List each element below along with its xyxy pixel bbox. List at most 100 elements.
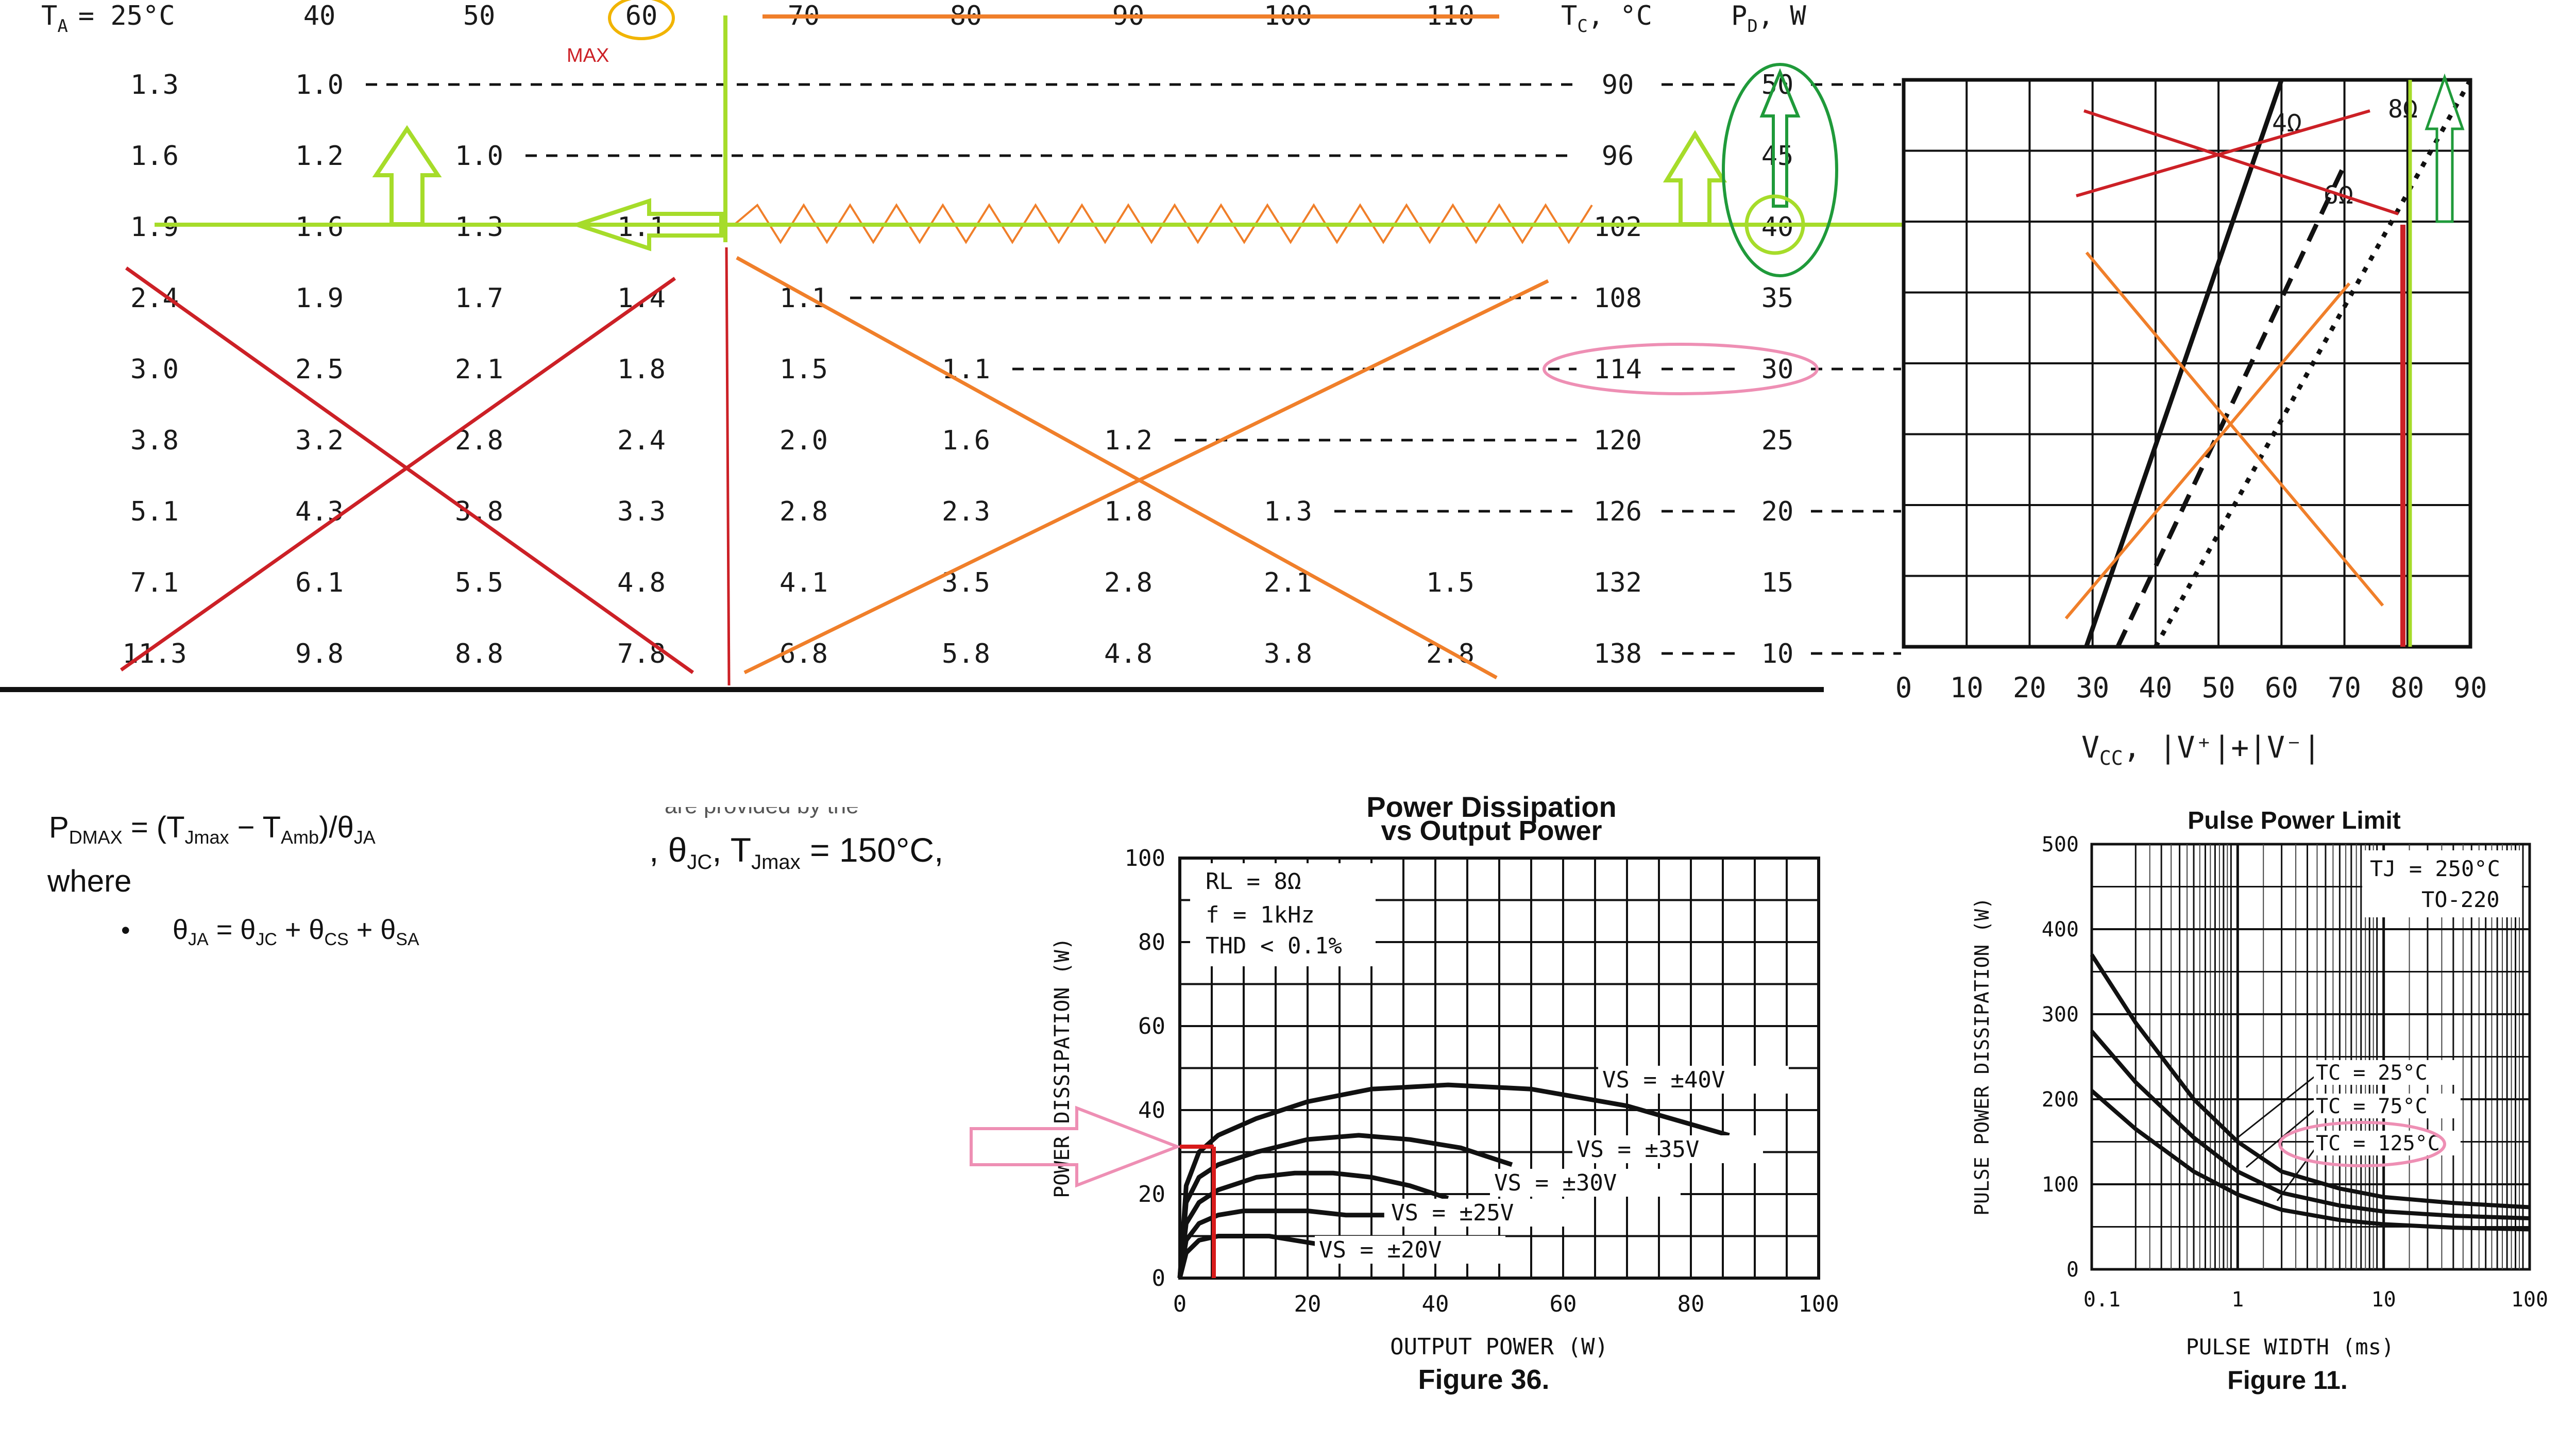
fig11-x-tick: 100	[2511, 1288, 2548, 1312]
cross-orange-b	[743, 279, 1549, 675]
fig36-x-tick: 40	[1422, 1291, 1449, 1317]
table-tc-cell: 120	[1594, 425, 1642, 456]
table-pd-cell: 45	[1761, 141, 1794, 172]
fig11-y-tick: 500	[2042, 833, 2079, 857]
vcc-series	[2084, 78, 2472, 648]
cross-orange-a	[736, 256, 1498, 680]
fig36-pink-arrow	[970, 1105, 1182, 1188]
table-cell: 1.1	[617, 212, 666, 243]
fig11-x-tick: 1	[2231, 1288, 2244, 1312]
fig36-y-tick: 0	[1152, 1265, 1166, 1291]
vcc-x-tick: 60	[2265, 672, 2298, 704]
vcc-red-cross-b	[2076, 109, 2370, 197]
fig36-x-tick: 100	[1798, 1291, 1839, 1317]
vcc-x-ticks: 0 10 20 30 40 50 60 70 80 90	[1895, 672, 2487, 704]
fig36-y-tick: 60	[1138, 1013, 1165, 1039]
table-cell: 1.1	[779, 283, 828, 314]
vcc-orange-cross-b	[2064, 282, 2351, 619]
fig11-ylabel: PULSE POWER DISSIPATION (W)	[1971, 897, 1993, 1216]
table-cell: 11.3	[122, 639, 187, 669]
fig11-condition-pkg: TO-220	[2421, 887, 2500, 912]
fig11-series-line	[2090, 1030, 2530, 1220]
table-cell: 1.5	[779, 354, 828, 385]
fragment-mask	[649, 788, 958, 807]
table-pd-cell: 20	[1761, 496, 1794, 527]
pd-40-circle	[1744, 194, 1805, 255]
table-cell: 1.9	[130, 212, 179, 243]
table-cell: 2.8	[1104, 567, 1153, 598]
header-tc: TC, °C	[1561, 1, 1652, 37]
fig11-y-tick: 300	[2042, 1003, 2079, 1027]
figure-11-pulse-power: Pulse Power Limit TJ = 250°C TO-220 0.1 1…	[1971, 807, 2548, 1395]
table-cell: 1.2	[1104, 425, 1153, 456]
formula-fragment-line: , θJC, TJmax = 150°C,	[649, 831, 943, 874]
fig11-title: Pulse Power Limit	[2188, 807, 2400, 834]
table-cell: 1.3	[130, 70, 179, 100]
fig36-condition-f: f = 1kHz	[1206, 902, 1315, 928]
vcc-x-tick: 20	[2013, 672, 2046, 704]
gold-circle-60	[608, 0, 675, 40]
table-cell: 5.1	[130, 496, 179, 527]
fig11-label-bg	[2314, 1060, 2461, 1085]
fig36-xlabel: OUTPUT POWER (W)	[1390, 1334, 1608, 1360]
table-tc-cell: 96	[1602, 141, 1634, 172]
fig36-series	[1177, 1082, 1730, 1279]
table-cell: 3.3	[617, 496, 666, 527]
table-pd-cell: 10	[1761, 639, 1794, 669]
table-cell: 1.4	[617, 283, 666, 314]
formula-block: PDMAX = (TJmax − TAmb)/θJA where • θJA =…	[47, 788, 958, 949]
fig11-y-tick: 0	[2066, 1258, 2079, 1282]
vcc-x-tick: 0	[1895, 672, 1912, 704]
cross-red-left-b	[120, 277, 676, 672]
formula-where: where	[47, 864, 131, 898]
table-cell: 1.5	[1426, 567, 1475, 598]
fig36-series-label: VS = ±40V	[1602, 1067, 1725, 1093]
table-cell: 9.8	[295, 639, 344, 669]
table-cell: 5.5	[455, 567, 503, 598]
formula-bullet: •	[121, 916, 130, 945]
table-header-cell: 40	[303, 1, 336, 31]
fig36-subtitle: vs Output Power	[1381, 815, 1602, 846]
table-cell: 7.8	[617, 639, 666, 669]
table-cell: 4.1	[779, 567, 828, 598]
fig36-condition-rl: RL = 8Ω	[1206, 868, 1301, 895]
vcc-x-tick: 30	[2076, 672, 2109, 704]
table-cell: 2.1	[455, 354, 503, 385]
fig36-series-labels: VS = ±40V VS = ±35V VS = ±30V VS = ±25V VS =…	[1315, 1066, 1789, 1264]
table-cell: 1.8	[1104, 496, 1153, 527]
table-pd-cell: 35	[1761, 283, 1794, 314]
fig36-series-line	[1177, 1133, 1513, 1279]
fig36-x-tick: 60	[1550, 1291, 1577, 1317]
fig11-condition-tj: TJ = 250°C	[2370, 856, 2500, 881]
fig11-pink-ellipse	[2278, 1121, 2446, 1167]
fig36-ylabel: POWER DISSIPATION (W)	[1050, 937, 1074, 1198]
fig36-series-line	[1177, 1234, 1321, 1279]
fig36-x-tick: 20	[1294, 1291, 1321, 1317]
fig36-series-label: VS = ±35V	[1577, 1136, 1699, 1163]
table-cell: 4.3	[295, 496, 344, 527]
table-cell: 2.3	[942, 496, 990, 527]
table-pd-cell: 15	[1761, 567, 1794, 598]
fig11-conditions-box	[2362, 850, 2522, 917]
table-pd-cell: 40	[1761, 212, 1794, 243]
table-cell: 1.3	[1264, 496, 1312, 527]
left-arrow	[570, 198, 723, 251]
table-cell: 3.8	[455, 496, 503, 527]
table-cell: 2.0	[779, 425, 828, 456]
table-cell: 4.8	[1104, 639, 1153, 669]
table-cell: 3.2	[295, 425, 344, 456]
table-pd-cell: 25	[1761, 425, 1794, 456]
table-tc-cell: 90	[1602, 70, 1634, 100]
table-cell: 1.2	[295, 141, 344, 172]
vcc-x-tick: 10	[1950, 672, 1984, 704]
fig36-series-label: VS = ±25V	[1391, 1200, 1514, 1226]
vcc-green-up-arrow	[2425, 73, 2465, 223]
fig36-series-line	[1177, 1170, 1449, 1279]
fig11-leader-line	[2276, 1144, 2319, 1201]
table-tc-cell: 102	[1594, 212, 1642, 243]
fig36-label-bg	[1490, 1169, 1681, 1197]
fig11-ticks: 0.1 1 10 100 0 100 200 300 400 500	[2042, 833, 2548, 1312]
fig36-y-tick: 80	[1138, 929, 1165, 955]
max-label: MAX	[567, 45, 609, 66]
